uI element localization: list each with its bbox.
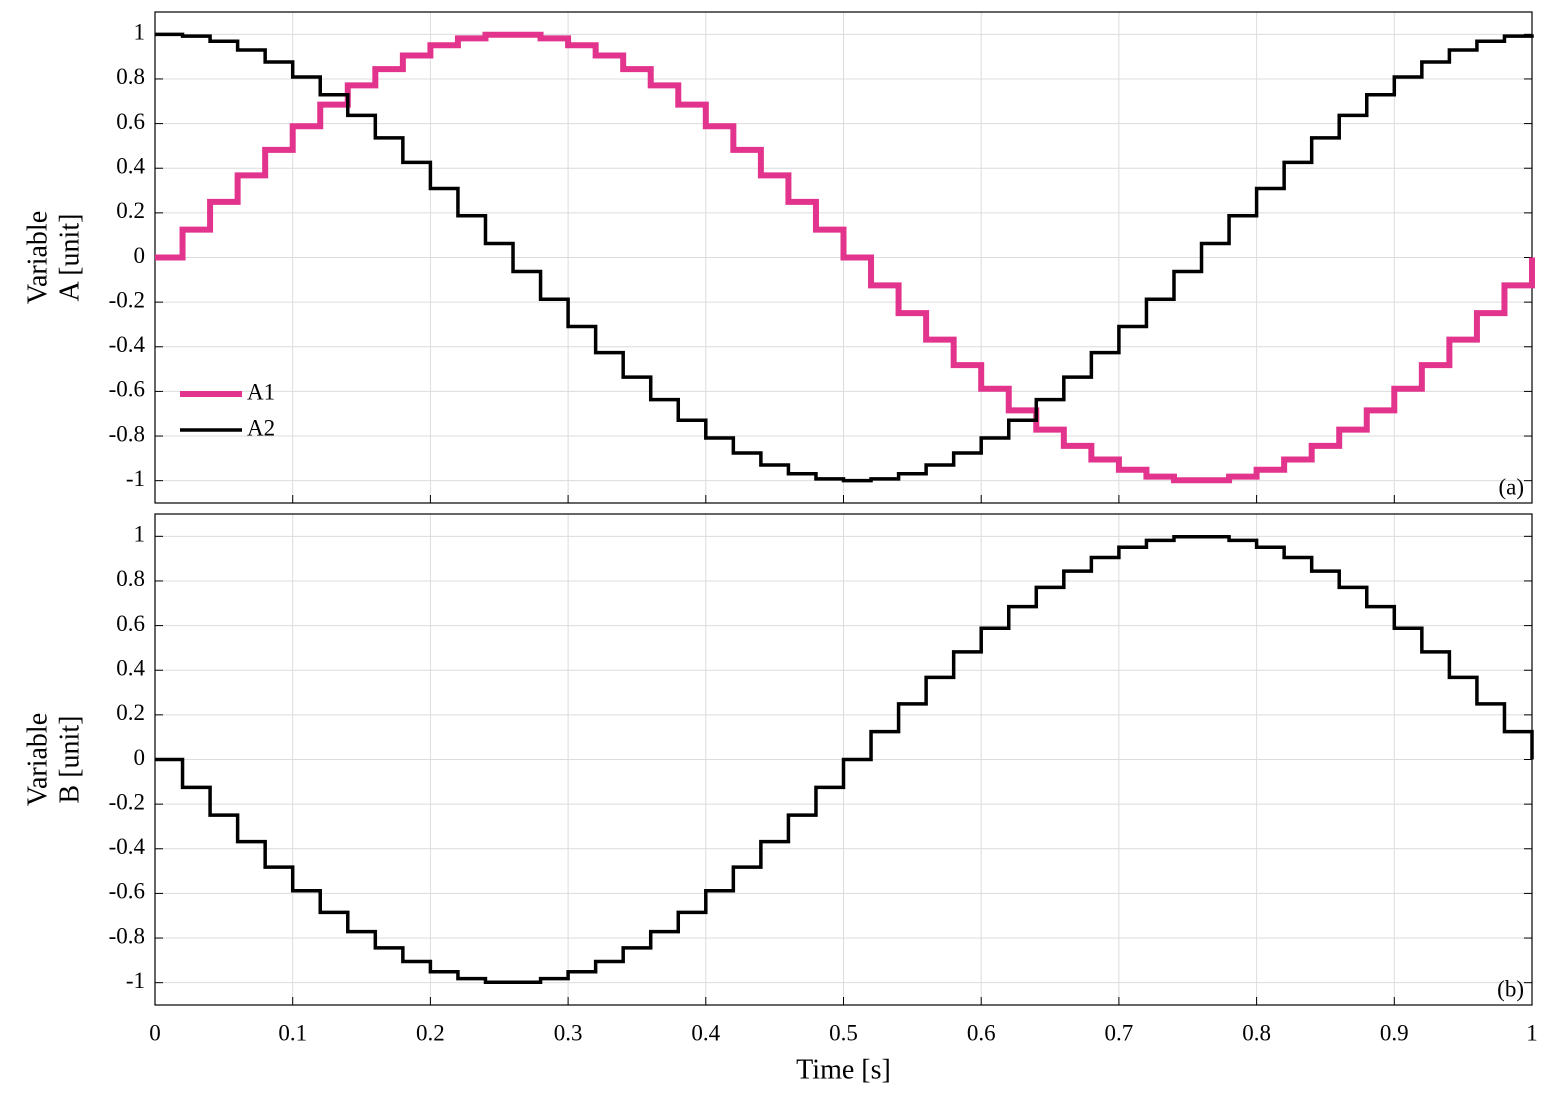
y-axis-label: B [unit] — [54, 716, 85, 804]
step-line — [155, 32, 1534, 483]
y-tick-label: 0.2 — [116, 198, 145, 223]
y-tick-label: 0.4 — [116, 154, 145, 179]
y-tick-label: -0.2 — [109, 287, 145, 312]
y-tick-label: 0 — [134, 243, 146, 268]
y-tick-label: 0.8 — [116, 566, 145, 591]
x-tick-label: 0.4 — [691, 1020, 720, 1045]
x-tick-label: 0.8 — [1242, 1020, 1271, 1045]
x-tick-label: 0.6 — [967, 1020, 996, 1045]
y-tick-label: -1 — [126, 466, 145, 491]
x-tick-label: 1 — [1526, 1020, 1538, 1045]
x-tick-label: 0 — [149, 1020, 161, 1045]
y-tick-label: 1 — [134, 522, 146, 547]
y-tick-label: -0.8 — [109, 923, 145, 948]
y-tick-label: 0.6 — [116, 611, 145, 636]
y-tick-label: -0.4 — [109, 332, 146, 357]
step-line — [155, 535, 1534, 984]
panel-label: (a) — [1498, 474, 1524, 499]
y-tick-label: 0.6 — [116, 109, 145, 134]
y-tick-label: -0.8 — [109, 421, 145, 446]
x-tick-label: 0.7 — [1105, 1020, 1134, 1045]
y-tick-label: 0 — [134, 745, 146, 770]
panel-label: (b) — [1497, 976, 1524, 1001]
legend-label: A2 — [247, 415, 275, 440]
y-tick-label: -0.4 — [109, 834, 146, 859]
x-tick-label: 0.2 — [416, 1020, 445, 1045]
x-axis-label: Time [s] — [796, 1054, 891, 1085]
y-tick-label: -0.6 — [109, 377, 145, 402]
legend-label: A1 — [247, 379, 275, 404]
y-tick-label: -0.6 — [109, 879, 145, 904]
y-tick-label: 1 — [134, 20, 146, 45]
x-tick-label: 0.9 — [1380, 1020, 1409, 1045]
y-tick-label: 0.4 — [116, 656, 145, 681]
y-tick-label: 0.8 — [116, 64, 145, 89]
y-axis-label: A [unit] — [54, 214, 85, 302]
x-tick-label: 0.3 — [554, 1020, 583, 1045]
x-tick-label: 0.1 — [278, 1020, 307, 1045]
y-tick-label: -1 — [126, 968, 145, 993]
y-axis-label: Variable — [22, 211, 53, 304]
y-tick-label: -0.2 — [109, 789, 145, 814]
y-axis-label: Variable — [22, 713, 53, 806]
y-tick-label: 0.2 — [116, 700, 145, 725]
x-tick-label: 0.5 — [829, 1020, 858, 1045]
step-line — [155, 31, 1535, 484]
